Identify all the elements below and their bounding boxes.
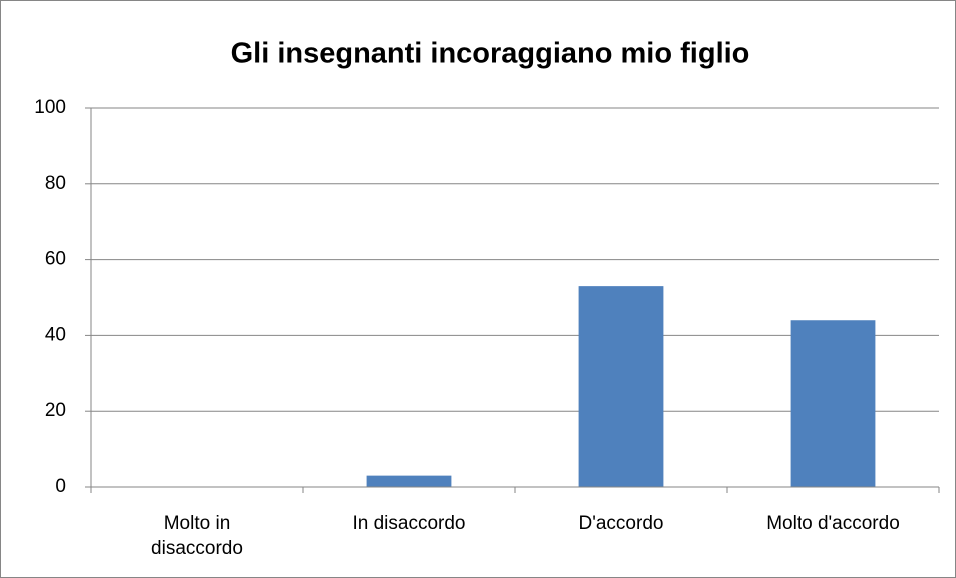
y-tick-label: 0 <box>55 476 66 497</box>
y-tick-label: 60 <box>45 249 66 270</box>
y-tick-label: 20 <box>45 400 66 421</box>
y-tick-label: 40 <box>45 324 66 345</box>
y-tick-label: 80 <box>45 173 66 194</box>
x-tick-label: Molto in disaccordo <box>151 513 243 559</box>
x-tick-label: In disaccordo <box>352 513 466 534</box>
x-tick-label: D'accordo <box>578 513 664 534</box>
bar <box>790 320 876 487</box>
chart-title: Gli insegnanti incoraggiano mio figlio <box>231 38 750 70</box>
bar <box>578 286 664 487</box>
bar <box>366 475 452 487</box>
y-tick-label: 100 <box>34 97 66 118</box>
x-tick-label: Molto d'accordo <box>766 513 900 534</box>
